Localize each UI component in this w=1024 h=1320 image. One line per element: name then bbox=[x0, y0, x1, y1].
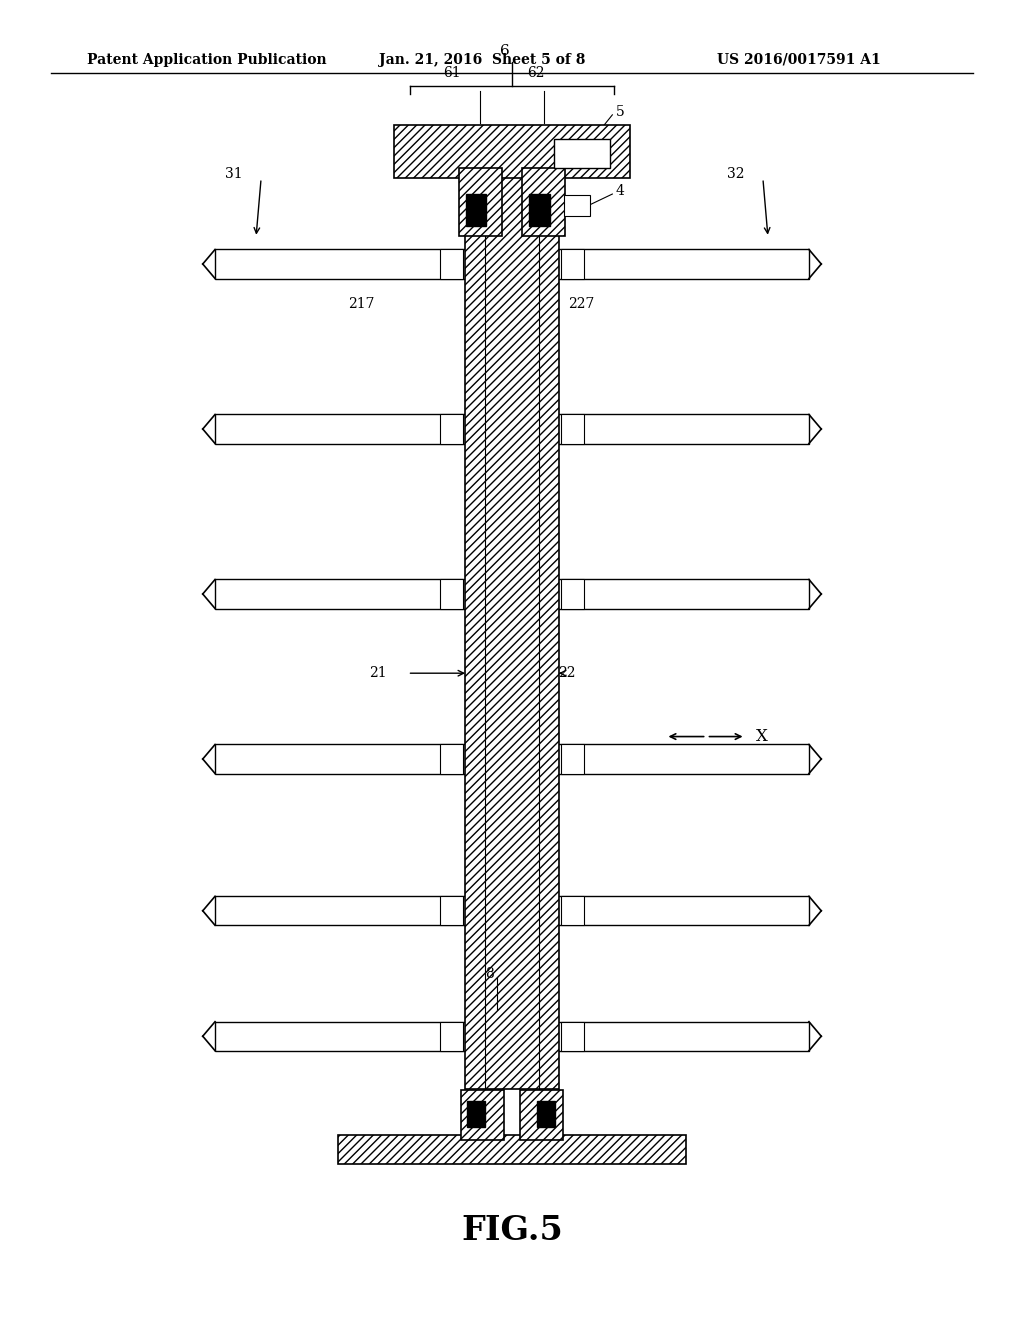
Bar bbox=[440, 1022, 463, 1051]
Bar bbox=[466, 194, 486, 226]
Bar bbox=[338, 1135, 686, 1164]
Bar bbox=[440, 579, 463, 609]
Bar bbox=[561, 744, 584, 774]
Text: 62: 62 bbox=[527, 66, 545, 79]
Text: X: X bbox=[756, 729, 768, 744]
Bar bbox=[215, 249, 809, 279]
Bar bbox=[440, 414, 463, 444]
Text: 32: 32 bbox=[727, 168, 744, 181]
Text: 22: 22 bbox=[558, 667, 575, 680]
Text: 217: 217 bbox=[348, 297, 375, 310]
Bar bbox=[561, 1022, 584, 1051]
Bar bbox=[561, 579, 584, 609]
Text: Jan. 21, 2016  Sheet 5 of 8: Jan. 21, 2016 Sheet 5 of 8 bbox=[379, 53, 586, 67]
Bar bbox=[394, 125, 630, 178]
Bar bbox=[215, 744, 809, 774]
Text: Patent Application Publication: Patent Application Publication bbox=[87, 53, 327, 67]
Bar bbox=[564, 195, 590, 216]
Text: 6: 6 bbox=[500, 45, 510, 58]
Text: 21: 21 bbox=[369, 667, 386, 680]
Text: 8: 8 bbox=[485, 968, 495, 981]
Text: 4: 4 bbox=[615, 185, 625, 198]
Text: 227: 227 bbox=[568, 297, 595, 310]
Bar bbox=[561, 414, 584, 444]
Bar bbox=[465, 172, 559, 1089]
Text: 5: 5 bbox=[615, 106, 625, 119]
Bar bbox=[459, 168, 502, 236]
Bar bbox=[522, 168, 565, 236]
Bar bbox=[440, 249, 463, 279]
Bar bbox=[554, 139, 610, 168]
Bar bbox=[561, 896, 584, 925]
Bar bbox=[529, 194, 550, 226]
Text: 31: 31 bbox=[225, 168, 243, 181]
Bar bbox=[215, 579, 809, 609]
Bar bbox=[467, 1101, 485, 1127]
Bar bbox=[215, 414, 809, 444]
Text: 61: 61 bbox=[443, 66, 461, 79]
Bar bbox=[215, 896, 809, 925]
Bar bbox=[440, 744, 463, 774]
Text: FIG.5: FIG.5 bbox=[461, 1214, 563, 1246]
Bar bbox=[537, 1101, 555, 1127]
Bar bbox=[520, 1090, 563, 1140]
Bar bbox=[215, 1022, 809, 1051]
Text: US 2016/0017591 A1: US 2016/0017591 A1 bbox=[717, 53, 881, 67]
Bar bbox=[440, 896, 463, 925]
Bar bbox=[561, 249, 584, 279]
Bar bbox=[461, 1090, 504, 1140]
